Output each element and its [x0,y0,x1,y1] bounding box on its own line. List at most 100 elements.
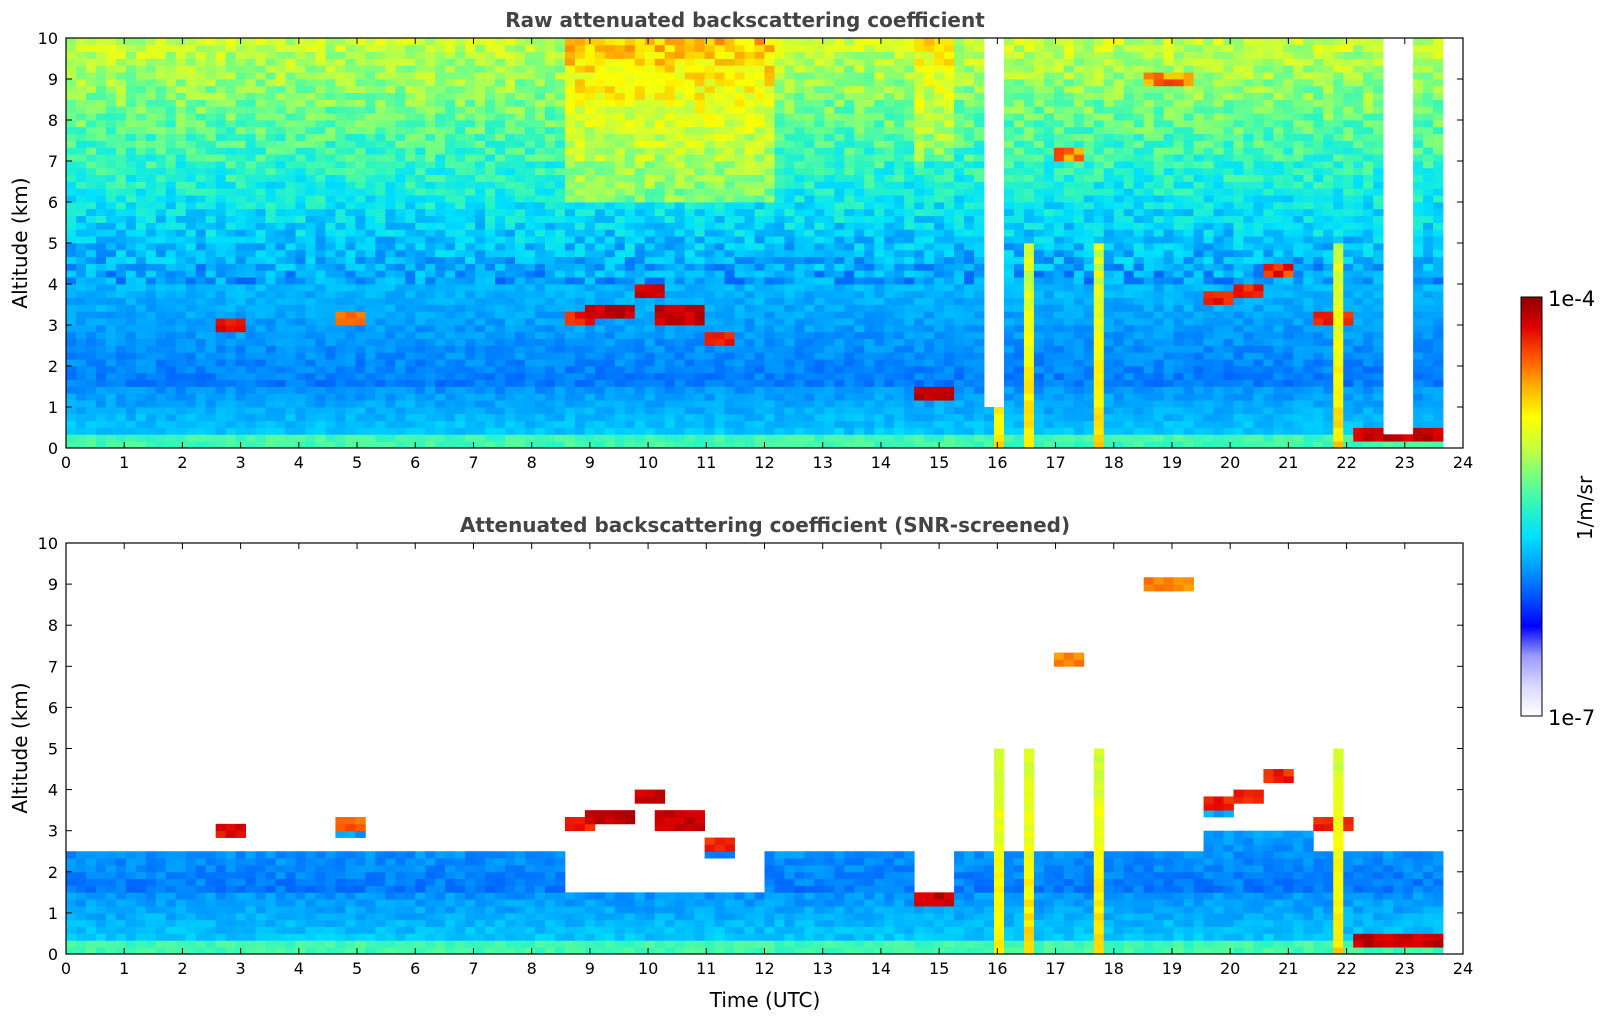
heatmap-cell [614,85,626,94]
heatmap-cell [644,167,656,176]
heatmap-cell [345,58,356,66]
heatmap-cell [205,304,217,312]
heatmap-cell [574,325,586,333]
heatmap-cell [365,202,376,210]
heatmap-cell [744,79,755,87]
heatmap-cell [105,174,117,182]
heatmap-cell [694,222,706,230]
heatmap-cell [544,400,556,408]
heatmap-cell [215,120,227,128]
heatmap-cell [864,215,875,223]
heatmap-cell [704,311,716,319]
heatmap-cell [175,44,187,53]
heatmap-cell [315,290,326,299]
heatmap-cell [734,72,745,80]
heatmap-cell [275,256,286,264]
heatmap-cell [594,249,606,258]
heatmap-cell [125,126,137,135]
heatmap-cell [584,325,596,333]
heatmap-cell [684,311,696,319]
heatmap-cell [155,147,167,155]
heatmap-cell [734,297,745,305]
heatmap-cell [205,366,217,374]
heatmap-cell [564,236,576,244]
heatmap-cell [774,290,785,299]
heatmap-cell [874,277,885,285]
heatmap-cell [215,44,227,53]
heatmap-cell [604,352,616,360]
heatmap-cell [205,243,217,251]
heatmap-cell [864,236,875,244]
heatmap-cell [395,304,406,312]
heatmap-cell [245,181,256,189]
heatmap-cell [505,325,516,333]
heatmap-cell [125,133,137,141]
heatmap-cell [694,236,706,244]
heatmap-cell [275,263,286,271]
raw-heatmap [66,38,1444,449]
heatmap-cell [614,331,626,340]
heatmap-cell [385,236,396,244]
heatmap-cell [325,51,336,59]
heatmap-cell [654,331,666,340]
heatmap-cell [285,181,296,189]
heatmap-cell [275,126,286,135]
heatmap-cell [525,65,536,73]
heatmap-cell [564,154,576,162]
heatmap-cell [305,311,316,319]
heatmap-cell [884,338,895,346]
heatmap-cell [375,215,386,223]
heatmap-cell [245,202,256,210]
heatmap-cell [714,420,725,428]
heatmap-cell [325,270,336,278]
heatmap-cell [634,345,646,353]
heatmap-cell [175,72,187,80]
heatmap-cell [544,434,556,442]
heatmap-cell [185,318,197,326]
heatmap-cell [265,44,276,53]
heatmap-cell [784,99,795,107]
heatmap-cell [864,79,875,87]
heatmap-cell [674,154,686,162]
heatmap-cell [405,106,416,114]
heatmap-cell [614,338,626,346]
heatmap-cell [644,174,656,182]
heatmap-cell [185,243,197,251]
heatmap-cell [435,304,446,312]
heatmap-cell [195,106,207,114]
heatmap-cell [564,133,576,141]
heatmap-cell [255,236,266,244]
heatmap-cell [315,372,326,381]
heatmap-cell [515,174,526,182]
heatmap-cell [355,290,366,299]
heatmap-cell [255,65,266,73]
heatmap-cell [774,161,785,169]
heatmap-cell [385,120,396,128]
heatmap-cell [594,413,606,422]
heatmap-cell [544,174,556,182]
heatmap-cell [774,229,785,237]
heatmap-cell [245,154,256,162]
heatmap-cell [435,256,446,264]
heatmap-cell [155,413,167,422]
heatmap-cell [794,181,805,189]
heatmap-cell [225,386,237,394]
heatmap-cell [525,311,536,319]
heatmap-cell [824,304,835,312]
heatmap-cell [515,386,526,394]
heatmap-cell [754,181,765,189]
heatmap-cell [355,243,366,251]
heatmap-cell [465,92,476,100]
heatmap-cell [465,106,476,114]
heatmap-cell [405,44,416,53]
heatmap-cell [185,72,197,80]
heatmap-cell [744,256,755,264]
heatmap-cell [634,208,646,217]
heatmap-cell [495,44,506,53]
heatmap-cell [774,195,785,203]
heatmap-cell [385,434,396,442]
heatmap-cell [305,284,316,292]
heatmap-cell [844,85,855,94]
heatmap-cell [66,133,77,141]
heatmap-cell [774,284,785,292]
